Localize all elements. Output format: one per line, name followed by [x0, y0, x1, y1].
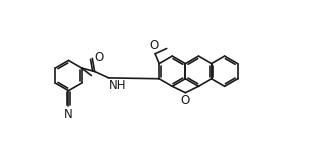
Text: NH: NH	[109, 79, 127, 92]
Text: O: O	[94, 51, 104, 64]
Text: O: O	[149, 39, 159, 52]
Text: N: N	[64, 107, 73, 121]
Text: O: O	[181, 94, 190, 107]
